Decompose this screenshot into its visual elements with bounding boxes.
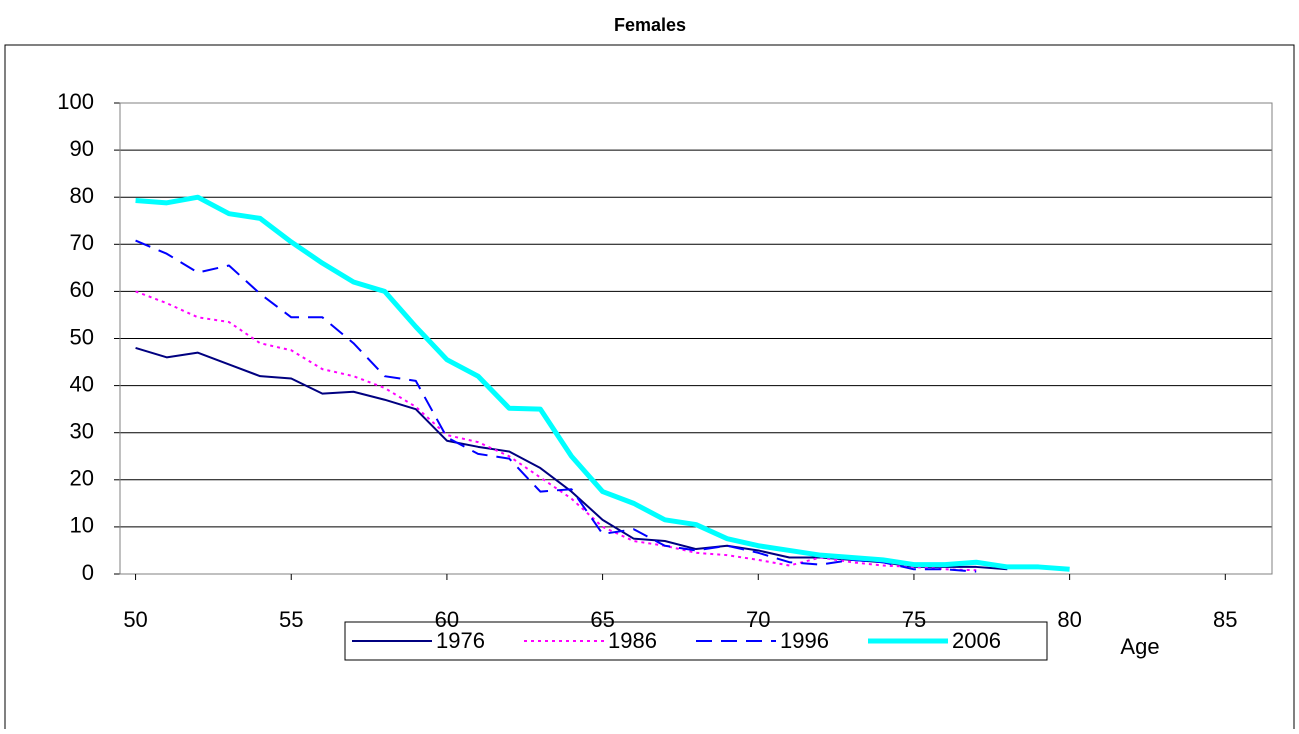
x-tick-label: 60	[435, 607, 459, 632]
y-tick-label: 30	[70, 419, 94, 444]
plot-area	[119, 102, 1273, 575]
x-axis-label: Age	[1120, 634, 1159, 659]
x-tick-label: 70	[746, 607, 770, 632]
x-tick-label: 85	[1213, 607, 1237, 632]
chart-title: Females	[614, 15, 686, 35]
legend-label: 2006	[952, 628, 1001, 653]
y-tick-label: 20	[70, 466, 94, 491]
x-tick-label: 50	[123, 607, 147, 632]
y-tick-label: 70	[70, 230, 94, 255]
y-tick-label: 40	[70, 371, 94, 396]
series-line	[135, 194, 1070, 572]
series-line	[135, 239, 977, 573]
x-tick-label: 80	[1057, 607, 1081, 632]
legend-label: 1986	[608, 628, 657, 653]
y-tick-label: 100	[57, 89, 94, 114]
y-tick-label: 0	[82, 560, 94, 585]
y-tick-label: 10	[70, 513, 94, 538]
chart-frame	[4, 44, 1295, 734]
x-tick-label: 75	[902, 607, 926, 632]
y-tick-label: 50	[70, 324, 94, 349]
y-tick-label: 80	[70, 183, 94, 208]
x-tick-label: 55	[279, 607, 303, 632]
series-line	[135, 290, 977, 572]
y-tick-label: 60	[70, 277, 94, 302]
x-tick-label: 65	[590, 607, 614, 632]
legend-label: 1976	[436, 628, 485, 653]
legend-label: 1996	[780, 628, 829, 653]
y-tick-label: 90	[70, 136, 94, 161]
